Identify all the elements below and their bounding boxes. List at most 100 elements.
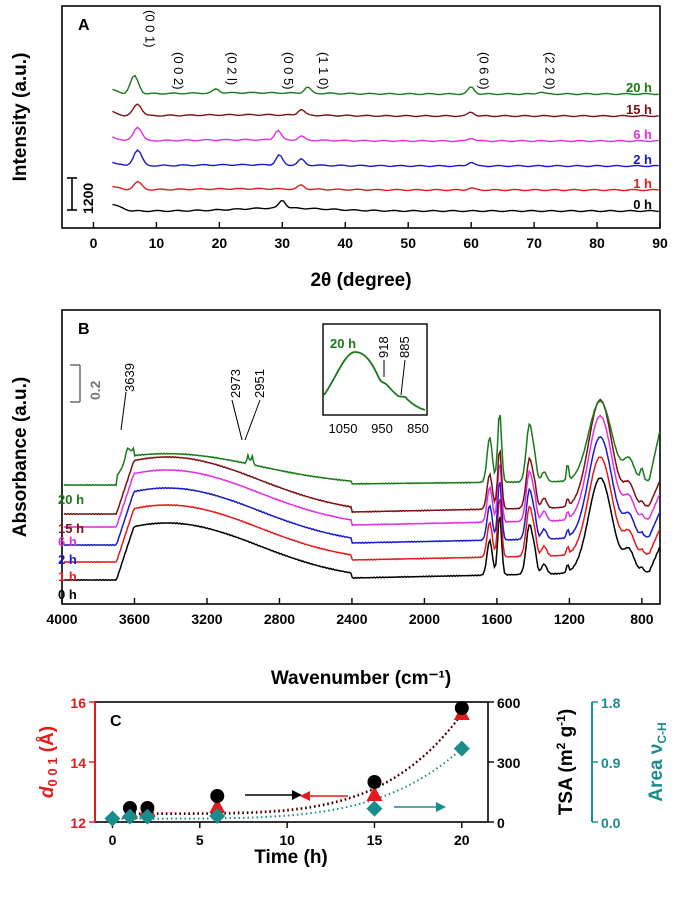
- area-point: [139, 808, 156, 825]
- x-tick-label: 20: [454, 832, 470, 848]
- series-label: 2 h: [633, 152, 652, 167]
- x-tick-label: 10: [279, 832, 295, 848]
- series-label: 1 h: [58, 569, 77, 584]
- x-tick-label: 5: [196, 832, 204, 848]
- inset-peak-label: 918: [376, 336, 391, 358]
- series-20h: [63, 400, 661, 487]
- panel-b-x-label: Wavenumber (cm⁻¹): [271, 668, 451, 689]
- d001-point: [209, 798, 226, 813]
- series-6h: [112, 126, 659, 143]
- x-tick-label: 4000: [46, 611, 77, 627]
- inset-tick: 1050: [329, 421, 358, 436]
- panel-b-frame: [61, 309, 661, 605]
- x-tick-label: 3600: [119, 611, 150, 627]
- right1-tick-label: 0: [497, 815, 505, 831]
- right2-tick-label: 0.9: [601, 755, 621, 771]
- series-label: 1 h: [633, 176, 652, 191]
- tsa-point: [454, 701, 469, 715]
- series-0h: [112, 199, 659, 213]
- panel-a-label: A: [78, 17, 90, 34]
- inset-curve: [323, 351, 426, 411]
- series-label: 15 h: [58, 521, 84, 536]
- panel-a-scale-bar: 1200: [67, 177, 96, 214]
- series-label: 6 h: [633, 127, 652, 142]
- trend-d001: [129, 713, 463, 814]
- tsa-point: [210, 789, 225, 803]
- d001-point: [366, 786, 383, 801]
- panel-c-arrows: [245, 790, 446, 812]
- x-tick-label: 2800: [264, 611, 295, 627]
- trend-Area C-H: [112, 747, 463, 820]
- right2-tick-label: 0.0: [601, 815, 621, 831]
- panel-b-scale-value: 0.2: [87, 380, 103, 400]
- series-label: 20 h: [58, 492, 84, 507]
- panel-c-label: C: [110, 713, 122, 730]
- panel-b-label: B: [78, 321, 90, 338]
- series-1h: [112, 180, 659, 192]
- x-tick-label: 2000: [409, 611, 440, 627]
- x-tick-label: 1200: [554, 611, 585, 627]
- series-label: 0 h: [58, 587, 77, 602]
- right1-tick-label: 600: [497, 695, 521, 711]
- reflection-label: (0 6 0): [476, 52, 491, 90]
- panel-b-peak-labels: 3639 2973 2951: [120, 363, 267, 441]
- tsa-point: [367, 775, 382, 789]
- panel-c-x-label: Time (h): [254, 847, 328, 868]
- series-6h: [63, 414, 661, 529]
- inset-peak-label: 885: [397, 336, 412, 358]
- x-tick-label: 3200: [191, 611, 222, 627]
- area-point: [104, 810, 121, 827]
- right1-tick-label: 300: [497, 755, 521, 771]
- series-15h: [112, 103, 659, 118]
- inset-label: 20 h: [330, 336, 356, 351]
- reflection-label: (0 0 1): [143, 10, 158, 48]
- panel-a-scale-value: 1200: [80, 183, 96, 214]
- panel-b-scale-bar: 0.2: [70, 364, 103, 403]
- peak-label: 2951: [252, 369, 267, 398]
- series-0h: [63, 477, 661, 582]
- series-1h: [63, 456, 661, 564]
- x-tick-label: 2400: [336, 611, 367, 627]
- area-point: [121, 808, 138, 825]
- reflection-label: (2 2 0): [542, 52, 557, 90]
- reflection-label: (1 1 0): [316, 52, 331, 90]
- x-tick-label: 1600: [481, 611, 512, 627]
- panel-b-x-axis: 4000 3600 3200 2800 2400 2000 1600 1200 800: [46, 598, 654, 627]
- inset-tick: 850: [407, 421, 429, 436]
- x-tick-label: 90: [652, 235, 668, 251]
- series-2h: [112, 148, 659, 168]
- series-15h: [63, 398, 661, 516]
- inset-tick: 950: [371, 421, 393, 436]
- area-point: [209, 808, 226, 824]
- area-point: [366, 800, 383, 817]
- area-point: [453, 740, 470, 757]
- x-tick-label: 10: [149, 235, 165, 251]
- x-tick-label: 0: [90, 235, 98, 251]
- series-label: 15 h: [626, 102, 652, 117]
- tsa-point: [122, 801, 137, 815]
- panel-c: C 0 5 10 15 20 12 14 16 0 300 600 0.0 0.9 1.8 Time (h…: [37, 695, 669, 868]
- panel-a-reflections: (0 0 1) (0 0 2) (0 2 l) (0 0 5) (1 1 0) (0 6 …: [143, 10, 558, 90]
- panel-c-right2-label: Area νC-H: [646, 722, 669, 801]
- series-2h: [63, 436, 661, 547]
- panel-b: B 4000 3600 3200 2800 2400 2000 1600 1200 800 0 …: [10, 309, 661, 689]
- panel-b-series: 0 h 1 h 2 h 6 h15 h 20 h: [58, 398, 661, 602]
- series-20h: [112, 74, 659, 96]
- x-tick-label: 50: [400, 235, 416, 251]
- panel-b-inset: 20 h 918 885 1050 950 850: [322, 323, 429, 436]
- series-label: 2 h: [58, 552, 77, 567]
- x-tick-label: 70: [526, 235, 542, 251]
- panel-b-y-label: Absorbance (a.u.): [10, 377, 31, 537]
- left-tick-label: 14: [70, 755, 86, 771]
- tsa-point: [140, 801, 155, 815]
- series-label: 6 h: [58, 534, 77, 549]
- reflection-label: (0 0 5): [281, 52, 296, 90]
- panel-c-right1-label: TSA (m2 g-1): [554, 709, 577, 815]
- panel-a-x-label: 2θ (degree): [310, 270, 411, 291]
- left-tick-label: 12: [70, 815, 86, 831]
- panel-c-left-label: d0 0 1 (Å): [37, 726, 60, 798]
- left-tick-label: 16: [70, 695, 86, 711]
- panel-c-series: [104, 701, 470, 827]
- x-tick-label: 800: [630, 611, 654, 627]
